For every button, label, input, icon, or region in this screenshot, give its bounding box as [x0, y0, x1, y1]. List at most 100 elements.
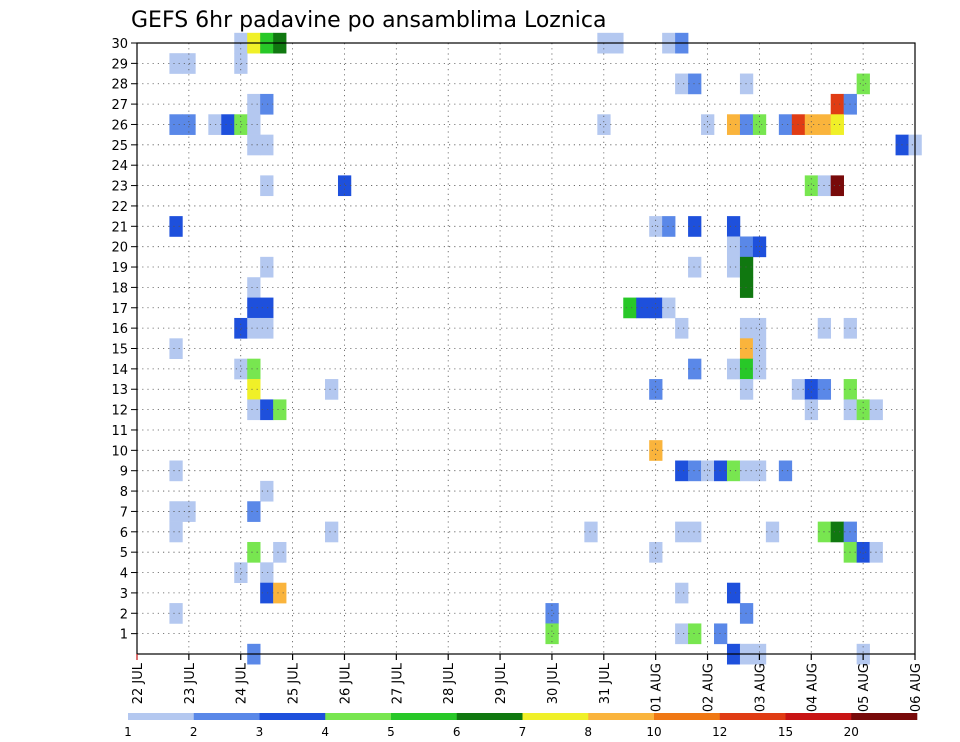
- heatmap-cell: [688, 521, 702, 543]
- y-tick-label: 12: [111, 404, 128, 419]
- heatmap-cell: [778, 460, 793, 482]
- y-axis: 1234567891011121314151617181920212223242…: [111, 37, 137, 643]
- heatmap-cell: [649, 216, 663, 237]
- x-tick-label: 04 AUG: [805, 663, 820, 712]
- heatmap-cell: [856, 73, 870, 95]
- heatmap-cell: [623, 297, 637, 319]
- heatmap-cell: [169, 501, 183, 522]
- colorbar-label: 6: [453, 725, 461, 739]
- heatmap-cell: [714, 623, 728, 645]
- y-tick-label: 4: [120, 567, 128, 582]
- x-tick-label: 05 AUG: [857, 663, 872, 712]
- heatmap-cell: [714, 460, 728, 482]
- y-tick-label: 5: [120, 546, 128, 561]
- heatmap-cell: [675, 521, 689, 543]
- y-tick-label: 28: [111, 78, 128, 93]
- heatmap-cell: [804, 399, 819, 421]
- heatmap-cell: [325, 521, 339, 543]
- heatmap-cell: [649, 297, 663, 319]
- heatmap-cell: [273, 582, 287, 604]
- x-tick-label: 28 JUL: [442, 662, 457, 704]
- heatmap-cell: [726, 216, 741, 237]
- heatmap-cell: [169, 338, 183, 359]
- colorbar-swatch: [128, 713, 195, 720]
- colorbar-label: 1: [124, 725, 132, 739]
- heatmap-cell: [726, 358, 741, 380]
- colorbar-label: 3: [256, 725, 264, 739]
- colorbar-label: 15: [778, 725, 793, 739]
- y-tick-label: 18: [111, 281, 128, 296]
- heatmap-cell: [649, 440, 663, 461]
- heatmap-cell: [597, 114, 611, 135]
- x-tick-label: 25 JUL: [287, 662, 302, 704]
- heatmap-cell: [752, 338, 767, 359]
- heatmap-cell: [688, 358, 702, 380]
- x-axis: 22 JUL 23 JUL 24 JUL 25 JUL 26 JUL 27 JUL 28 J…: [131, 654, 924, 712]
- y-tick-label: 10: [111, 444, 128, 459]
- y-tick-label: 30: [111, 37, 128, 52]
- colorbar-swatch: [588, 713, 655, 720]
- y-tick-label: 7: [120, 505, 128, 520]
- x-tick-label: 30 JUL: [546, 662, 561, 704]
- heatmap-cell: [234, 317, 248, 339]
- x-tick-label: 29 JUL: [494, 662, 509, 704]
- heatmap-cell: [234, 562, 248, 584]
- heatmap-cell: [247, 277, 261, 298]
- heatmap-cell: [688, 73, 702, 95]
- heatmap-cell: [247, 93, 261, 115]
- heatmap-cell: [169, 603, 183, 624]
- heatmap-cell: [169, 521, 183, 543]
- x-tick-label: 02 AUG: [702, 663, 717, 712]
- heatmap-cell: [856, 541, 870, 563]
- heatmap-cell: [260, 562, 274, 584]
- heatmap-cell: [830, 521, 844, 543]
- heatmap-cell: [804, 379, 819, 400]
- colorbar-swatch: [719, 713, 786, 720]
- y-tick-label: 22: [111, 200, 128, 215]
- heatmap-cell: [649, 541, 663, 563]
- heatmap-cell: [247, 114, 261, 135]
- heatmap-cell: [701, 460, 715, 482]
- heatmap-cell: [675, 582, 689, 604]
- heatmap-cell: [675, 623, 689, 645]
- colorbar-label: 5: [387, 725, 395, 739]
- x-tick-label: 24 JUL: [235, 662, 250, 704]
- x-tick-label: 27 JUL: [390, 662, 405, 704]
- heatmap-cell: [726, 256, 741, 278]
- heatmap-cell: [221, 114, 235, 135]
- colorbar-label: 4: [321, 725, 329, 739]
- colorbar-swatch: [456, 713, 523, 720]
- colorbar-label: 20: [844, 725, 859, 739]
- y-tick-label: 25: [111, 139, 128, 154]
- heatmap-cell: [636, 297, 650, 319]
- heatmap-cell: [662, 216, 676, 237]
- colorbar-swatch: [259, 713, 326, 720]
- heatmap-cell: [804, 114, 819, 135]
- colorbar-swatch: [785, 713, 852, 720]
- heatmap-cell: [662, 297, 676, 319]
- colorbar-swatch: [522, 713, 589, 720]
- heatmap-cell: [260, 175, 274, 197]
- y-tick-label: 24: [111, 159, 128, 174]
- y-tick-label: 1: [120, 628, 128, 643]
- heatmap-cell: [260, 582, 274, 604]
- heatmap-cell: [260, 480, 274, 502]
- heatmap-cell: [234, 358, 248, 380]
- heatmap-cell: [247, 134, 261, 156]
- heatmap-cell: [726, 582, 741, 604]
- y-tick-label: 20: [111, 241, 128, 256]
- heatmap-cell: [688, 623, 702, 645]
- heatmap-cells: [169, 32, 922, 665]
- heatmap-cell: [688, 256, 702, 278]
- heatmap-cell: [726, 460, 741, 482]
- heatmap-cell: [804, 175, 819, 197]
- heatmap-cell: [247, 501, 261, 522]
- colorbar-swatch: [654, 713, 721, 720]
- y-tick-label: 15: [111, 343, 128, 358]
- y-tick-label: 2: [120, 607, 128, 622]
- heatmap-cell: [856, 399, 870, 421]
- colorbar-label: 2: [190, 725, 198, 739]
- heatmap-cell: [260, 93, 274, 115]
- heatmap-cell: [208, 114, 222, 135]
